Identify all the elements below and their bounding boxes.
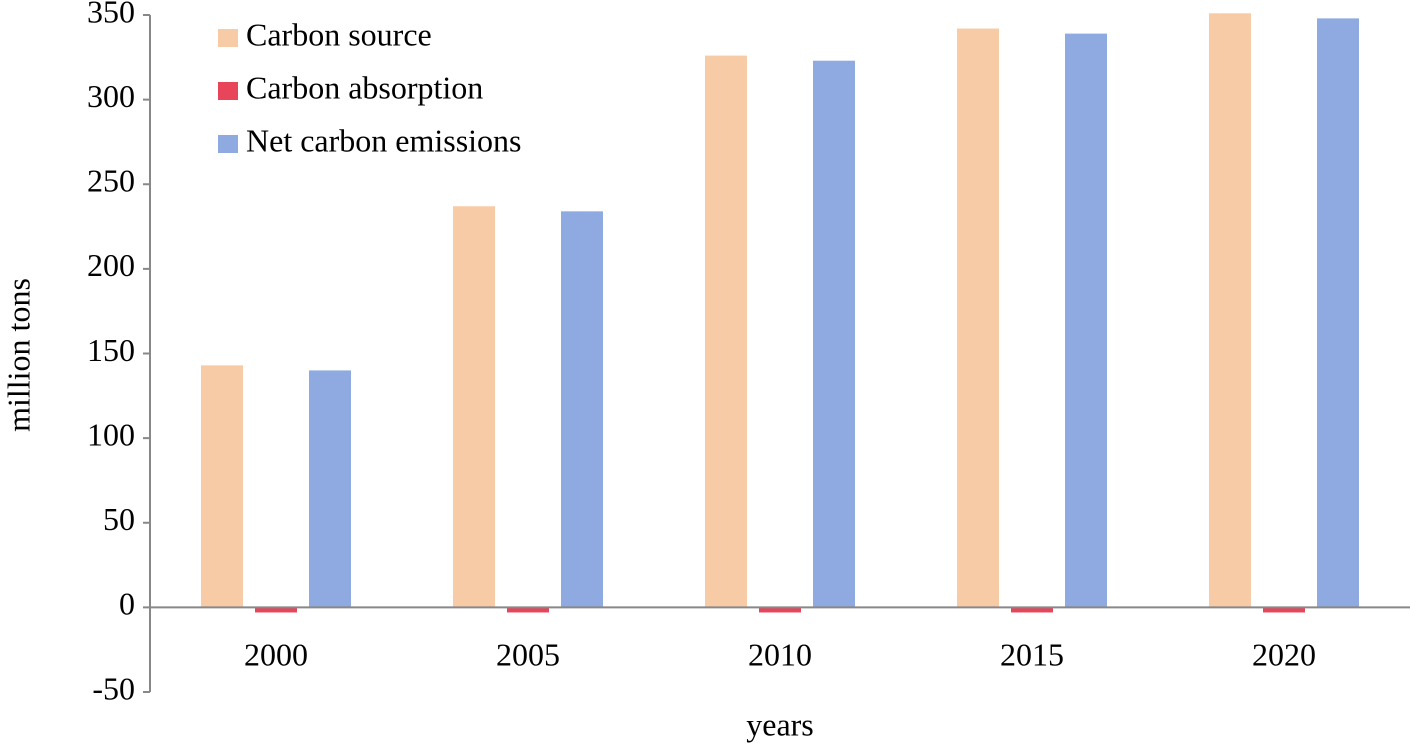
bar xyxy=(705,55,747,608)
y-tick-label: 350 xyxy=(87,0,135,29)
bar xyxy=(957,28,999,608)
bar xyxy=(1263,607,1305,613)
x-axis-label: years xyxy=(746,706,814,742)
legend-label: Carbon absorption xyxy=(246,69,483,105)
legend-swatch xyxy=(218,82,238,100)
bar xyxy=(561,211,603,608)
x-tick-label: 2020 xyxy=(1252,636,1316,672)
bar xyxy=(1011,607,1053,613)
y-tick-label: 150 xyxy=(87,332,135,368)
legend-swatch xyxy=(218,135,238,153)
bar xyxy=(759,607,801,613)
y-axis-label: million tons xyxy=(0,278,36,432)
bar xyxy=(1317,18,1359,608)
y-tick-label: 100 xyxy=(87,416,135,452)
bar xyxy=(507,607,549,613)
x-tick-label: 2005 xyxy=(496,636,560,672)
y-tick-label: -50 xyxy=(92,670,135,706)
bar xyxy=(813,60,855,608)
y-tick-label: 200 xyxy=(87,247,135,283)
legend-label: Net carbon emissions xyxy=(246,122,522,158)
y-tick-label: 0 xyxy=(119,586,135,622)
y-tick-label: 250 xyxy=(87,163,135,199)
bar xyxy=(309,370,351,608)
y-tick-label: 50 xyxy=(103,501,135,537)
bar xyxy=(453,206,495,608)
bar xyxy=(201,365,243,608)
bar xyxy=(1065,33,1107,608)
legend-swatch xyxy=(218,29,238,47)
bar xyxy=(1209,13,1251,608)
legend-label: Carbon source xyxy=(246,16,432,52)
x-tick-label: 2010 xyxy=(748,636,812,672)
y-tick-label: 300 xyxy=(87,78,135,114)
x-tick-label: 2000 xyxy=(244,636,308,672)
bar xyxy=(255,607,297,613)
x-tick-label: 2015 xyxy=(1000,636,1064,672)
